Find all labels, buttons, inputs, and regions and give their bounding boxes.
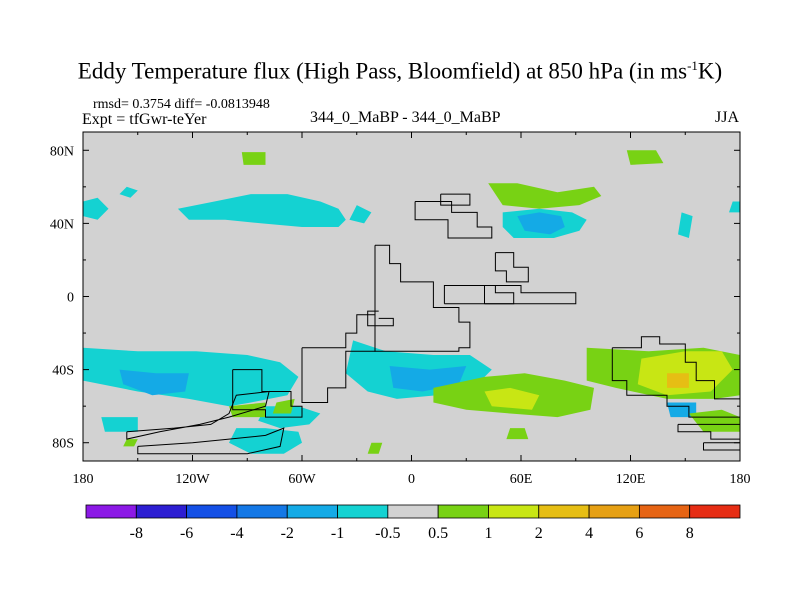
colorbar-label: -6 bbox=[180, 525, 193, 542]
lat-tick-label: 40S bbox=[52, 364, 74, 379]
lon-tick-label: 120E bbox=[616, 472, 646, 487]
contour-region-12 bbox=[119, 369, 189, 396]
colorbar-label: 4 bbox=[585, 525, 593, 542]
case-label: 344_0_MaBP - 344_0_MaBP bbox=[310, 109, 501, 126]
lon-tick-label: 60W bbox=[288, 472, 316, 487]
coastline-5 bbox=[414, 201, 493, 239]
colorbar-box-5 bbox=[337, 504, 389, 519]
coastline-13 bbox=[367, 310, 394, 327]
colorbar: -8 -6 -4 -2 -1 -0.5 0.5 1 2 4 6 8 bbox=[85, 504, 741, 542]
contour-region-6 bbox=[626, 150, 664, 165]
lat-tick-label: 0 bbox=[67, 291, 74, 306]
contour-region-26 bbox=[688, 409, 740, 432]
lon-tick-label: 180 bbox=[730, 472, 751, 487]
contour-region-4 bbox=[729, 201, 740, 213]
contour-regions bbox=[83, 150, 740, 454]
colorbar-box-11 bbox=[638, 504, 691, 519]
contour-region-1 bbox=[83, 197, 109, 220]
coastline-12 bbox=[703, 442, 740, 451]
colorbar-label: -1 bbox=[331, 525, 344, 542]
colorbar-box-7 bbox=[437, 504, 489, 519]
coastline-8 bbox=[443, 285, 577, 305]
colorbar-label: 1 bbox=[484, 525, 492, 542]
contour-region-10 bbox=[678, 212, 693, 238]
chart-title: Eddy Temperature flux (High Pass, Bloomf… bbox=[77, 58, 723, 84]
experiment-label: Expt = tfGwr-teYer bbox=[82, 111, 207, 128]
contour-region-11 bbox=[83, 347, 299, 407]
coastline-7 bbox=[494, 252, 529, 283]
lat-tick-label: 40N bbox=[50, 217, 74, 232]
latitude-axis: 80N 40N 0 40S 80S bbox=[50, 144, 740, 452]
coastline-4 bbox=[137, 427, 285, 455]
colorbar-box-2 bbox=[186, 504, 238, 519]
lon-tick-label: 180 bbox=[73, 472, 94, 487]
contour-region-14 bbox=[229, 428, 302, 454]
contour-region-0 bbox=[177, 194, 346, 227]
contour-region-24 bbox=[667, 373, 689, 388]
colorbar-label: -8 bbox=[130, 525, 143, 542]
contour-region-7 bbox=[488, 183, 602, 209]
longitude-axis: 180 120W 60W 0 60E 120E 180 bbox=[73, 132, 751, 487]
colorbar-label: 2 bbox=[535, 525, 543, 542]
continent-outlines bbox=[126, 193, 740, 455]
colorbar-label: -4 bbox=[230, 525, 243, 542]
colorbar-box-1 bbox=[135, 504, 188, 519]
lon-tick-label: 60E bbox=[510, 472, 533, 487]
colorbar-box-9 bbox=[538, 504, 590, 519]
coastline-10 bbox=[611, 336, 740, 418]
colorbar-label: 6 bbox=[635, 525, 643, 542]
map-background bbox=[83, 132, 740, 461]
lon-tick-label: 120W bbox=[175, 472, 210, 487]
coastline-11 bbox=[677, 423, 740, 440]
contour-region-3 bbox=[349, 205, 372, 224]
colorbar-box-8 bbox=[488, 504, 540, 519]
contour-region-29 bbox=[367, 442, 383, 454]
contour-region-15 bbox=[101, 417, 138, 432]
colorbar-box-12 bbox=[689, 504, 741, 519]
colorbar-box-3 bbox=[236, 504, 288, 519]
contour-region-23 bbox=[637, 351, 733, 396]
coastline-9 bbox=[484, 285, 515, 305]
coastline-6 bbox=[440, 193, 471, 206]
coastline-3 bbox=[126, 390, 270, 440]
season-label: JJA bbox=[715, 109, 740, 126]
colorbar-box-4 bbox=[286, 504, 338, 519]
coastline-0 bbox=[374, 244, 471, 352]
stats-label: rmsd= 0.3754 diff= -0.0813948 bbox=[93, 97, 270, 112]
coastline-1 bbox=[301, 314, 376, 403]
lon-tick-label: 0 bbox=[408, 472, 415, 487]
colorbar-label: -2 bbox=[281, 525, 294, 542]
colorbar-box-6 bbox=[387, 504, 439, 519]
contour-region-2 bbox=[119, 186, 138, 198]
colorbar-box-10 bbox=[588, 504, 640, 519]
contour-region-5 bbox=[241, 152, 266, 165]
lat-tick-label: 80N bbox=[50, 144, 74, 159]
colorbar-label: -0.5 bbox=[375, 525, 400, 542]
contour-region-9 bbox=[517, 212, 565, 235]
colorbar-label: 0.5 bbox=[428, 525, 448, 542]
contour-region-21 bbox=[272, 398, 295, 414]
lat-tick-label: 80S bbox=[52, 437, 74, 452]
contour-region-28 bbox=[123, 439, 138, 447]
contour-region-27 bbox=[506, 428, 529, 440]
colorbar-box-0 bbox=[85, 504, 137, 519]
colorbar-label: 8 bbox=[686, 525, 694, 542]
contour-region-19 bbox=[484, 387, 540, 410]
